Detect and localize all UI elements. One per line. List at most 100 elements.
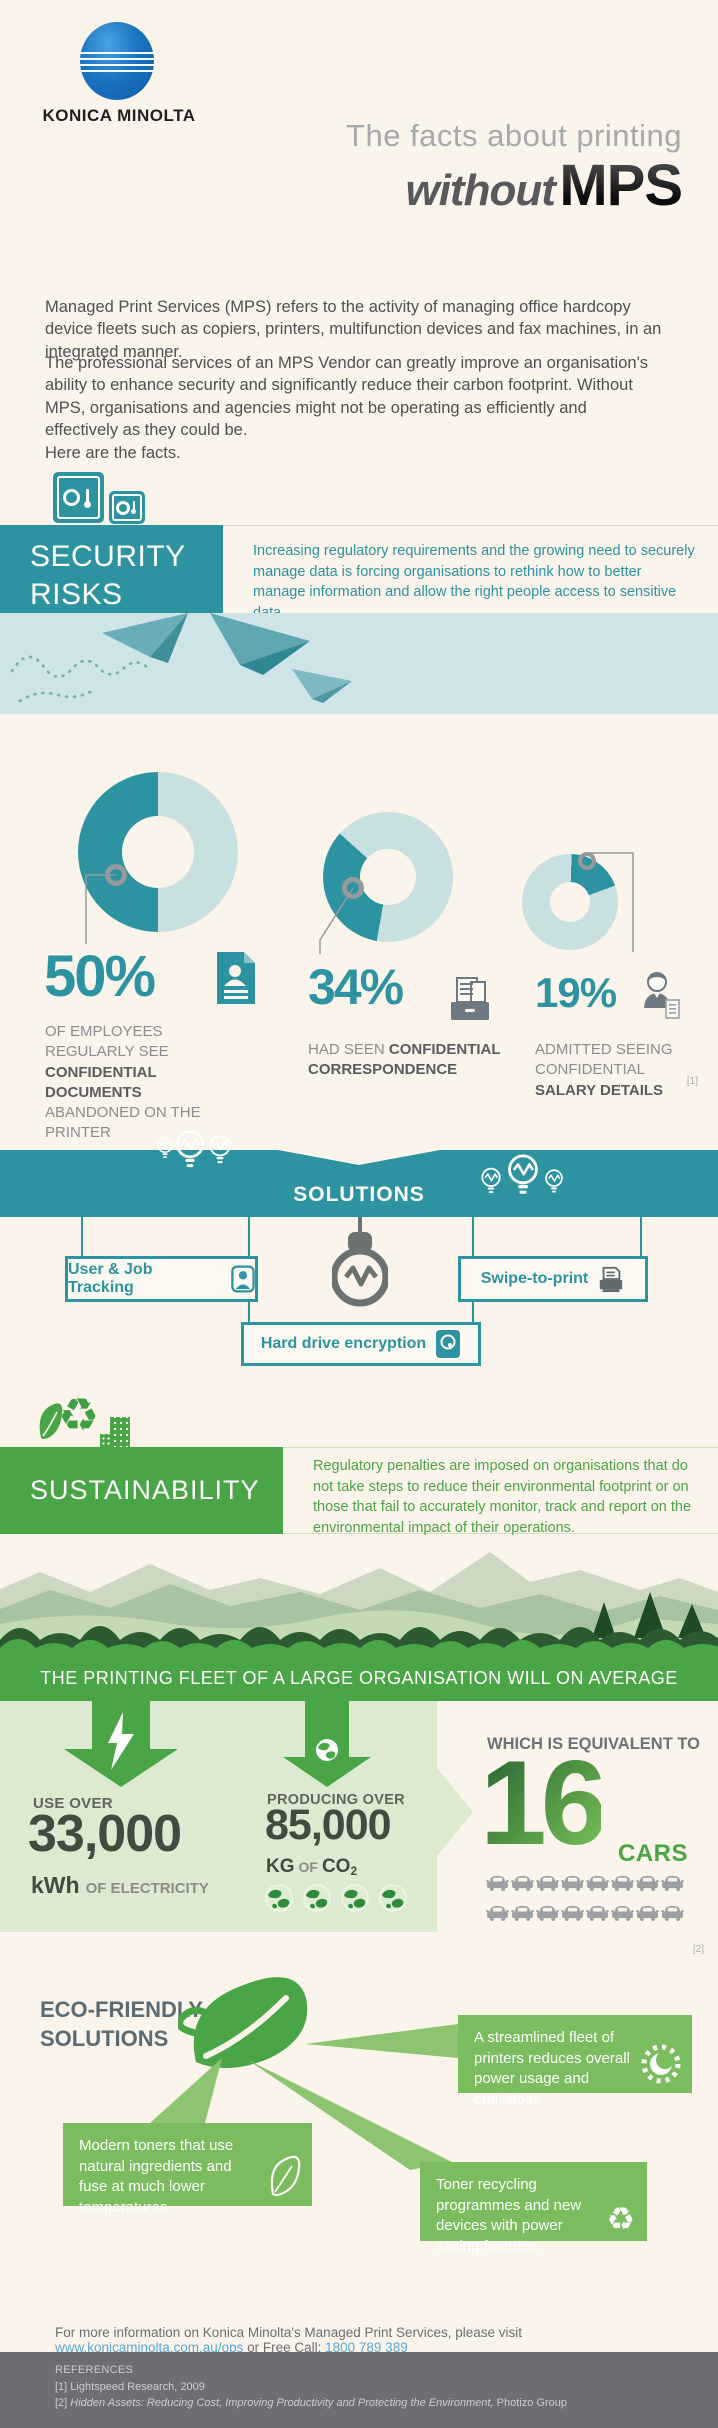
sustainability-heading: SUSTAINABILITY bbox=[0, 1447, 283, 1534]
references-title: REFERENCES bbox=[55, 2364, 134, 2376]
safe-knob bbox=[131, 509, 136, 514]
eco-box-text: Modern toners that use natural ingredien… bbox=[79, 2137, 234, 2217]
caption-bold: SALARY DETAILS bbox=[535, 1081, 664, 1099]
eco-connector-wedges bbox=[150, 2024, 458, 2170]
connector-line bbox=[472, 1217, 474, 1257]
car-icons-grid bbox=[486, 1875, 684, 1921]
safe-handle bbox=[86, 489, 89, 504]
unit-kwh: kWh bbox=[31, 1872, 80, 1898]
stat-value-34pct: 34% bbox=[308, 959, 404, 1015]
chevron-pointer bbox=[437, 1768, 473, 1856]
eco-friendly-heading: ECO-FRIENDLY SOLUTIONS bbox=[40, 1995, 203, 2053]
page-title-line1: The facts about printing bbox=[346, 118, 682, 153]
sustainability-description: Regulatory penalties are imposed on orga… bbox=[313, 1458, 692, 1536]
solution-label: Hard drive encryption bbox=[260, 1335, 427, 1352]
connector-line bbox=[640, 1217, 642, 1257]
security-heading-line1: SECURITY bbox=[30, 540, 186, 573]
security-description: Increasing regulatory requirements and t… bbox=[253, 543, 695, 621]
caption-bold: CONFIDENTIAL CORRESPONDENCE bbox=[308, 1041, 501, 1079]
stat-value-cars: 16 bbox=[480, 1736, 608, 1870]
safe-door bbox=[112, 494, 142, 521]
donut-chart-19pct bbox=[522, 854, 618, 950]
footer-references: REFERENCES [1] Lightspeed Research, 2009… bbox=[55, 2362, 675, 2412]
down-arrow-electricity-head bbox=[64, 1749, 178, 1787]
intro-paragraph-2-text: The professional services of an MPS Vend… bbox=[45, 354, 648, 440]
unit-co: CO bbox=[321, 1856, 351, 1877]
reference-2: [2] Hidden Assets: Reducing Cost, Improv… bbox=[55, 2395, 675, 2412]
eco-box-text: A streamlined fleet of printers reduces … bbox=[474, 2029, 630, 2109]
paper-planes-band bbox=[0, 613, 718, 714]
eco-box-toner-recycling: Toner recycling programmes and new devic… bbox=[420, 2162, 647, 2255]
connector-line bbox=[472, 1300, 474, 1323]
stat-caption-19pct: ADMITTED SEEING CONFIDENTIAL SALARY DETA… bbox=[535, 1040, 700, 1101]
safe-icon-large bbox=[53, 472, 104, 523]
recycle-icon-white: ♻ bbox=[606, 2201, 635, 2237]
logo-stripes-decoration bbox=[80, 52, 154, 74]
security-risks-heading: SECURITY RISKS bbox=[0, 525, 223, 613]
unit-kg: KG bbox=[266, 1856, 295, 1877]
light-bulbs-icon-left bbox=[157, 1130, 231, 1169]
stat-value-50pct: 50% bbox=[44, 944, 156, 1009]
footer-references-bar bbox=[0, 2352, 718, 2428]
eco-box-modern-toners: Modern toners that use natural ingredien… bbox=[63, 2123, 312, 2216]
security-heading-line2: RISKS bbox=[30, 577, 123, 611]
solution-label: Swipe-to-print bbox=[480, 1270, 589, 1287]
caption-text: ADMITTED SEEING CONFIDENTIAL bbox=[535, 1041, 673, 1079]
sustainability-panel bbox=[283, 1447, 718, 1534]
reference-2-title: Hidden Assets: Reducing Cost, Improving … bbox=[70, 2397, 494, 2409]
title-without: without bbox=[405, 166, 555, 215]
hard-drive-icon bbox=[436, 1330, 461, 1358]
safe-door bbox=[57, 476, 100, 519]
correspondence-tray-icon bbox=[451, 977, 489, 1020]
globe-icons-row bbox=[265, 1884, 407, 1912]
title-mps: MPS bbox=[559, 153, 683, 218]
eco-heading-line1: ECO-FRIENDLY bbox=[40, 1997, 203, 2022]
stat-unit-cars: CARS bbox=[618, 1840, 689, 1867]
printer-icon bbox=[600, 1266, 623, 1293]
unit-of-electricity: OF ELECTRICITY bbox=[85, 1880, 209, 1897]
solution-box-hard-drive-encryption: Hard drive encryption bbox=[241, 1322, 481, 1366]
footer-phone-link[interactable]: 1800 789 389 bbox=[325, 2340, 408, 2355]
stat-value-19pct: 19% bbox=[535, 969, 617, 1016]
reference-2-source: Photizo Group bbox=[493, 2397, 567, 2409]
leaf-icon bbox=[39, 1403, 63, 1439]
stat-value-electricity: 33,000 bbox=[28, 1805, 182, 1863]
donut-marker-ring bbox=[342, 877, 364, 899]
page-title-line2: without MPS bbox=[405, 152, 683, 219]
stat-label-producing-over: PRODUCING OVER bbox=[267, 1792, 405, 1808]
caption-bold: CONFIDENTIAL DOCUMENTS bbox=[45, 1063, 157, 1101]
eco-heading-line2: SOLUTIONS bbox=[40, 2026, 169, 2052]
solutions-title: SOLUTIONS bbox=[293, 1183, 425, 1206]
stat-label-equivalent: WHICH IS EQUIVALENT TO bbox=[487, 1735, 700, 1753]
unit-of: OF bbox=[298, 1859, 318, 1875]
building-icon bbox=[110, 1417, 130, 1447]
footer-website-link[interactable]: www.konicaminolta.com.au/ops bbox=[55, 2340, 244, 2355]
stat-value-co2: 85,000 bbox=[265, 1801, 392, 1849]
stat-label-use-over: USE OVER bbox=[33, 1795, 113, 1812]
eco-box-text: Toner recycling programmes and new devic… bbox=[436, 2176, 582, 2256]
footer-info-text: or Free Call: bbox=[243, 2340, 326, 2355]
leaf-outline-icon bbox=[270, 2155, 301, 2197]
big-leaf-icon bbox=[178, 1977, 308, 2069]
caption-text: HAD SEEN bbox=[308, 1041, 389, 1058]
donut-hole bbox=[122, 816, 194, 888]
eco-box-streamlined-fleet: A streamlined fleet of printers reduces … bbox=[458, 2015, 692, 2108]
donut-marker-ring bbox=[578, 852, 596, 870]
connector-line bbox=[248, 1300, 250, 1323]
solution-box-user-job-tracking: User & Job Tracking bbox=[65, 1256, 258, 1302]
stat-caption-50pct: OF EMPLOYEES REGULARLY SEE CONFIDENTIAL … bbox=[45, 1022, 230, 1144]
reference-marker-2: [2] bbox=[692, 1944, 704, 1955]
brand-logotype: KONICA MINOLTA bbox=[42, 106, 196, 125]
safe-dial bbox=[116, 501, 130, 515]
user-icon bbox=[231, 1265, 255, 1293]
stat-unit-electricity: kWh OF ELECTRICITY bbox=[31, 1872, 209, 1899]
confidential-document-icon bbox=[217, 952, 255, 1004]
stat-unit-co2: KG OF CO2 bbox=[266, 1856, 357, 1878]
intro-paragraph-3: Here are the facts. bbox=[45, 443, 181, 462]
stat-caption-34pct: HAD SEEN CONFIDENTIAL CORRESPONDENCE bbox=[308, 1040, 508, 1081]
sun-icon bbox=[641, 2044, 681, 2084]
intro-paragraph-2: The professional services of an MPS Vend… bbox=[45, 352, 663, 464]
reference-marker-1: [1] bbox=[686, 1076, 698, 1087]
globe-icon-white bbox=[316, 1739, 338, 1761]
